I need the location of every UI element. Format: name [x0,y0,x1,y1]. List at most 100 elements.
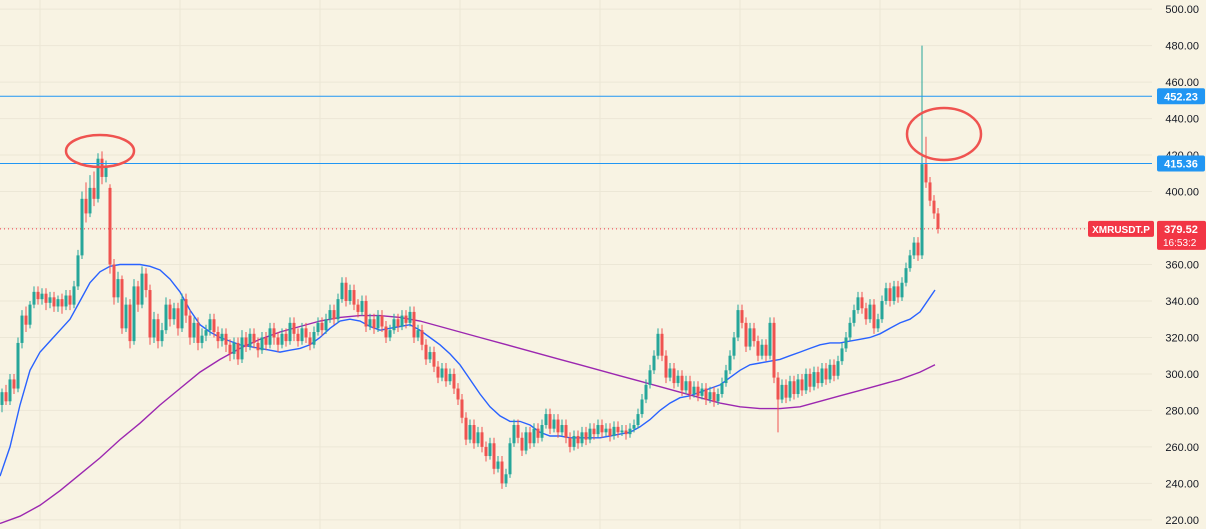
y-tick-label: 400.00 [1165,187,1199,199]
candle-body [256,342,260,351]
countdown-timer: 16:53:2 [1163,238,1197,249]
candle [776,372,780,433]
candle [552,414,556,433]
candle [792,375,796,400]
candle [72,280,76,309]
candle-body [644,384,648,400]
candle-body [116,279,120,298]
candle [520,432,524,457]
candle-body [260,337,264,351]
candle-body [400,315,404,327]
candle [124,297,128,332]
candle [900,277,904,301]
candle [676,370,680,387]
candle [600,419,604,438]
candle-body [760,344,764,356]
candle-body [884,288,888,301]
candle [64,290,68,311]
candle-body [388,330,392,338]
candle [532,423,536,447]
candle-body [444,368,448,382]
candle [476,426,480,447]
candle [268,322,272,349]
candle [132,279,136,345]
candles [0,45,940,489]
candle-body [196,322,200,343]
candle-body [748,328,752,347]
candle-body [560,425,564,433]
horizontal-levels [0,95,1152,230]
candle-body [596,425,600,435]
candle [236,337,240,365]
candle [392,313,396,334]
moving-average-line [0,314,936,525]
candle-body [96,158,100,199]
candle-body [356,304,360,312]
candle-body [484,446,488,457]
candle [692,381,696,398]
candle [184,293,188,323]
candle-body [36,291,40,300]
candle [908,249,912,272]
candle-body [664,355,668,378]
candle-body [512,425,516,444]
last-price-label: 379.52 [1164,224,1198,236]
candle-body [304,328,308,338]
candle [12,373,16,395]
candle [328,304,332,323]
candle [60,293,64,314]
candle-body [696,386,700,396]
candle [524,426,528,455]
candle [172,302,176,325]
candle-body [396,319,400,327]
candle-body [148,290,152,338]
candle [648,364,652,389]
candle [656,328,660,360]
candle [144,268,148,298]
candle-body [500,461,504,484]
candle-body [684,381,688,391]
price-axis[interactable]: 500.00480.00460.00440.00420.00400.00360.… [1152,0,1206,529]
candle-body [836,361,840,376]
level-price-tag [1157,155,1205,172]
candle [912,237,916,260]
candle [672,363,676,389]
candle-body [540,425,544,438]
candle [512,419,516,447]
y-tick-label: 480.00 [1165,41,1199,53]
candle [716,388,720,405]
candle-body [336,299,340,320]
candle-body [784,384,788,398]
candle [56,295,60,312]
candle [388,324,392,342]
candle [92,171,96,207]
candle [504,468,508,488]
candle [292,317,296,342]
candle [264,331,268,351]
candle [796,373,800,398]
candle [592,423,596,440]
candle [888,282,892,307]
candle-body [608,428,612,436]
candle [336,293,340,323]
y-tick-label: 280.00 [1165,405,1199,417]
candle-body [912,242,916,256]
candle-body [288,322,292,342]
candle [836,355,840,380]
candle-body [528,432,532,444]
candle [468,419,472,444]
candle-body [720,383,724,395]
candle-body [652,355,656,371]
candle [200,328,204,349]
candle-body [60,299,64,307]
candle [248,328,252,351]
candle-body [28,304,32,325]
candle-body [252,333,256,343]
candle [892,280,896,305]
candle [556,414,560,438]
candle-body [84,198,88,214]
candle-body [284,333,288,342]
candle-body [888,288,892,301]
